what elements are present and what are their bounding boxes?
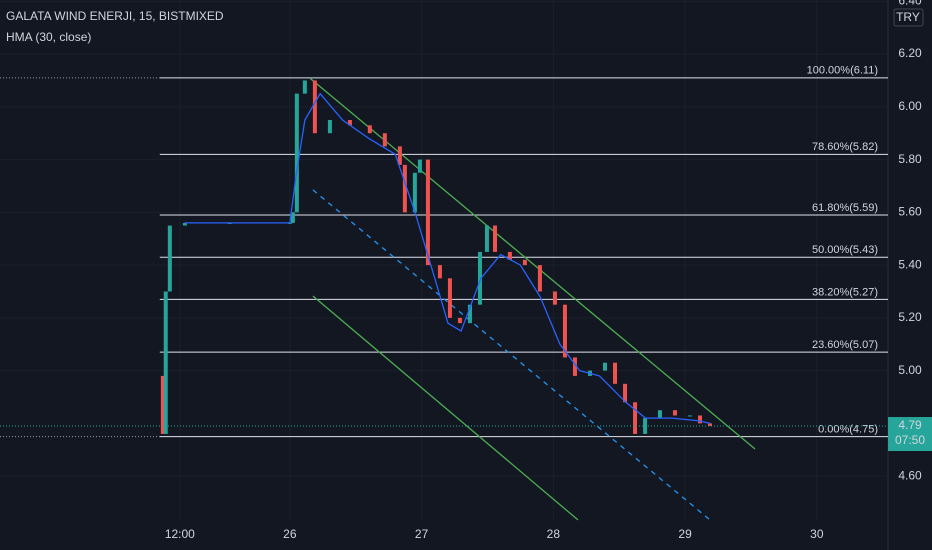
candle <box>417 159 422 173</box>
currency-box[interactable] <box>893 8 924 27</box>
x-tick-label: 26 <box>283 527 297 541</box>
candle <box>633 402 638 434</box>
candle <box>167 225 172 292</box>
last-price-label: 4.79 <box>898 418 922 432</box>
x-tick-label: 28 <box>547 527 561 541</box>
x-tick-label: 12:00 <box>165 527 195 541</box>
indicator-label: HMA (30, close) <box>6 30 91 44</box>
fib-label: 0.00%(4.75) <box>818 423 878 435</box>
candle <box>182 222 187 226</box>
x-tick-label: 29 <box>678 527 692 541</box>
fib-label: 61.80%(5.59) <box>812 202 878 214</box>
fib-label: 78.60%(5.82) <box>812 141 878 153</box>
candle <box>552 291 557 305</box>
candle <box>708 423 713 427</box>
candle <box>522 259 527 266</box>
candle <box>697 415 702 424</box>
candle <box>623 383 628 403</box>
candle <box>672 410 677 416</box>
fib-label: 100.00%(6.11) <box>807 65 878 77</box>
fib-label: 38.20%(5.27) <box>812 286 878 298</box>
candle <box>347 120 352 126</box>
candle <box>657 410 662 419</box>
candle <box>163 291 168 434</box>
y-tick-label: 5.60 <box>898 205 922 219</box>
candle <box>402 164 407 213</box>
candle <box>687 415 692 417</box>
candle <box>290 212 295 223</box>
candle <box>467 304 472 324</box>
candle <box>602 362 607 371</box>
fib-label: 50.00%(5.43) <box>812 244 878 256</box>
candle <box>382 133 387 147</box>
candle <box>425 159 430 266</box>
plot: 100.00%(6.11) 78.60%(5.82) 61.80%(5.59) 50.… <box>0 64 888 521</box>
hma-line <box>184 92 711 425</box>
candle <box>294 93 299 213</box>
currency[interactable]: TRY <box>896 10 920 24</box>
y-tick-label: 5.40 <box>898 257 922 271</box>
candle <box>484 225 489 252</box>
y-tick-label: 5.00 <box>898 363 922 377</box>
candle <box>160 375 165 434</box>
candle <box>302 80 307 94</box>
candle <box>613 362 618 384</box>
candle <box>367 125 372 134</box>
x-tick-label: 27 <box>415 527 429 541</box>
y-tick-label: 4.60 <box>898 468 922 482</box>
candle <box>447 278 452 318</box>
y-tick-label: 5.80 <box>898 152 922 166</box>
last-price-box <box>888 417 932 452</box>
countdown-label: 07:50 <box>895 433 925 447</box>
y-tick-label: 6.20 <box>898 46 922 60</box>
candle <box>492 225 497 252</box>
fib-label: 23.60%(5.07) <box>812 339 878 351</box>
candle <box>537 265 542 292</box>
candle <box>457 317 462 324</box>
y-tick-label: 5.20 <box>898 310 922 324</box>
chart-title: GALATA WIND ENERJI, 15, BISTMIXED <box>6 9 224 23</box>
candle <box>412 172 417 213</box>
y-tick-label: 6.00 <box>898 99 922 113</box>
x-tick-label: 30 <box>810 527 824 541</box>
y-tick-label: 6.40 <box>898 0 922 7</box>
candle <box>562 304 567 358</box>
candle <box>437 265 442 279</box>
candle <box>397 146 402 165</box>
trendline <box>312 295 579 521</box>
candle <box>312 80 317 134</box>
candle <box>477 251 482 305</box>
trendline <box>312 189 711 521</box>
candle <box>572 357 577 376</box>
candle <box>327 120 332 134</box>
candle <box>507 251 512 260</box>
